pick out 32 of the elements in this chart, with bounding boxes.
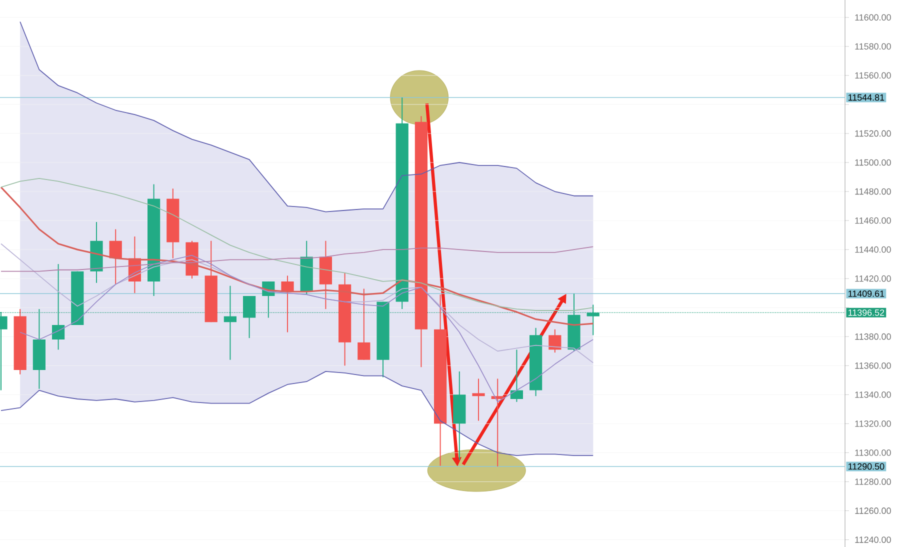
y-tick-label: 11520.00 bbox=[855, 130, 891, 137]
y-tick-label: 11600.00 bbox=[855, 14, 891, 21]
y-tick-label: 11440.00 bbox=[855, 246, 891, 253]
y-tick-label: 11500.00 bbox=[855, 159, 891, 166]
candlestick bbox=[491, 378, 504, 467]
candlestick bbox=[586, 304, 600, 336]
y-tick-label: 11480.00 bbox=[855, 188, 891, 195]
y-tick-label: 11560.00 bbox=[855, 72, 891, 79]
candlestick bbox=[281, 275, 294, 333]
candlestick bbox=[224, 285, 237, 360]
y-tick-label: 11580.00 bbox=[855, 43, 891, 50]
ref-line-label: 11544.81 bbox=[848, 94, 884, 101]
candlestick bbox=[548, 328, 562, 354]
y-tick-label: 11360.00 bbox=[855, 362, 891, 369]
ref-line-label: 11396.52 bbox=[848, 309, 884, 316]
y-tick-label: 11420.00 bbox=[855, 275, 891, 282]
y-tick-label: 11300.00 bbox=[855, 450, 891, 456]
candlestick bbox=[52, 264, 65, 350]
y-tick-label: 11340.00 bbox=[855, 391, 891, 398]
candlestick bbox=[358, 288, 370, 360]
y-tick-label: 11260.00 bbox=[855, 508, 891, 514]
candlestick bbox=[109, 228, 122, 285]
ref-line-label: 11290.50 bbox=[848, 463, 884, 470]
y-tick-label: 11380.00 bbox=[855, 333, 891, 340]
y-tick-label: 11320.00 bbox=[855, 420, 891, 427]
y-tick-label: 11240.00 bbox=[855, 536, 891, 543]
candlestick bbox=[472, 378, 485, 422]
y-tick-label: 11280.00 bbox=[855, 478, 891, 485]
ref-line-label: 11409.61 bbox=[848, 290, 884, 297]
candlestick bbox=[243, 295, 256, 339]
candlestick bbox=[510, 349, 524, 402]
y-tick-label: 11460.00 bbox=[855, 217, 891, 224]
